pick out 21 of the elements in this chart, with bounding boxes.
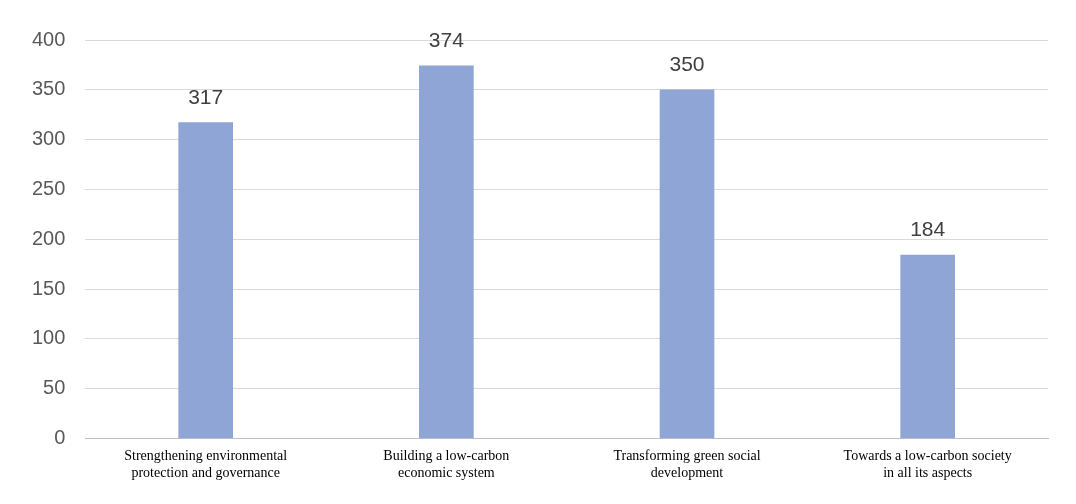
- x-tick-label: Building a low-carbon economic system: [383, 448, 510, 481]
- y-tick-label: 150: [31, 276, 66, 299]
- y-tick-label: 50: [43, 376, 66, 399]
- bar: [659, 89, 715, 439]
- y-tick-label: 350: [31, 77, 66, 100]
- bar: [178, 122, 234, 439]
- y-tick-label: 200: [31, 226, 66, 249]
- data-label: 184: [910, 217, 946, 241]
- bar: [900, 254, 955, 439]
- y-tick-label: 0: [54, 425, 66, 448]
- y-tick-label: 400: [31, 27, 66, 50]
- data-label: 350: [669, 52, 705, 76]
- bar: [419, 65, 474, 439]
- x-tick-label: Strengthening environmental protection and governance: [124, 448, 288, 481]
- data-label: 374: [428, 28, 465, 52]
- y-tick-label: 100: [31, 326, 66, 349]
- y-tick-label: 300: [31, 127, 66, 150]
- x-tick-label: Towards a low-carbon society in all its aspects: [843, 448, 1012, 481]
- x-tick-label: Transforming green social development: [613, 448, 761, 481]
- y-tick-label: 250: [31, 176, 66, 199]
- data-label: 317: [188, 84, 224, 108]
